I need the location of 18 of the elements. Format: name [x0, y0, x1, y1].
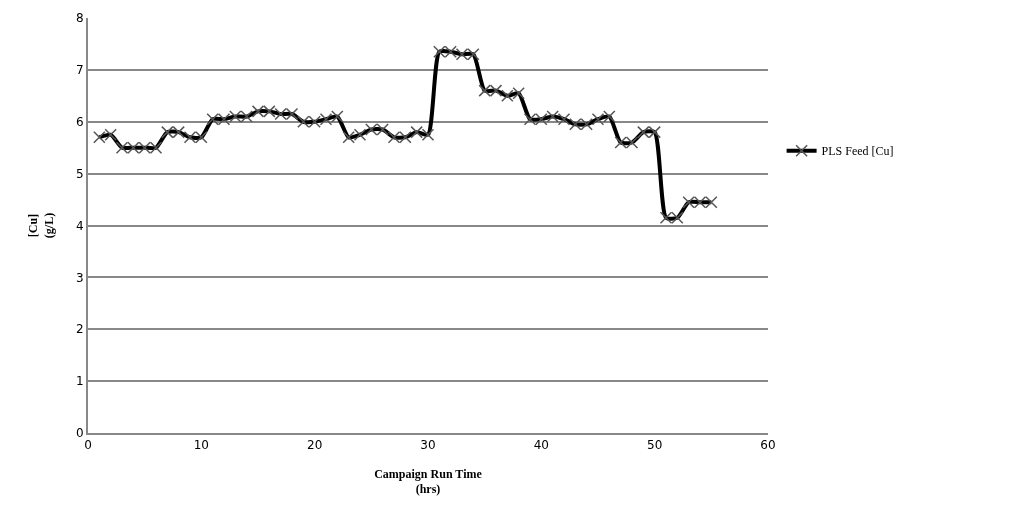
x-tick-label: 40 [533, 438, 549, 453]
y-tick-label: 8 [75, 11, 84, 26]
y-tick-label: 4 [75, 218, 84, 233]
y-tick-label: 1 [75, 374, 84, 389]
y-tick-label: 3 [75, 270, 84, 285]
y-tick-label: 7 [75, 63, 84, 78]
legend-label: PLS Feed [Cu] [821, 144, 894, 159]
x-tick-label: 10 [193, 438, 209, 453]
x-tick-label: 30 [420, 438, 436, 453]
y-tick-label: 5 [75, 166, 84, 181]
y-tick-label: 6 [75, 114, 84, 129]
x-axis-title: Campaign Run Time (hrs) [374, 466, 483, 497]
x-tick-label: 60 [760, 438, 776, 453]
x-tick-label: 20 [307, 438, 323, 453]
y-tick-label: 0 [75, 426, 84, 441]
y-axis-title: [Cu] (g/L) [26, 212, 56, 239]
x-tick-label: 50 [647, 438, 663, 453]
y-tick-label: 2 [75, 322, 84, 337]
